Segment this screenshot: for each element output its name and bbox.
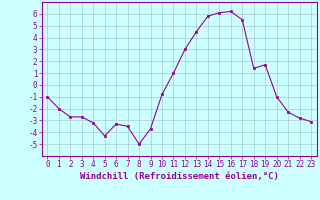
X-axis label: Windchill (Refroidissement éolien,°C): Windchill (Refroidissement éolien,°C) [80, 172, 279, 181]
